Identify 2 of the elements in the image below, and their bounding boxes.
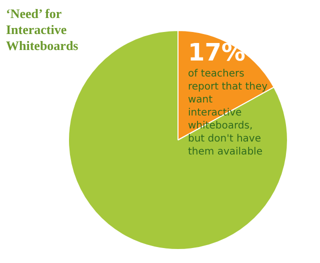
data-label: 17% [188,38,246,66]
chart-title: ‘Need’ for Interactive Whiteboards [6,6,80,54]
